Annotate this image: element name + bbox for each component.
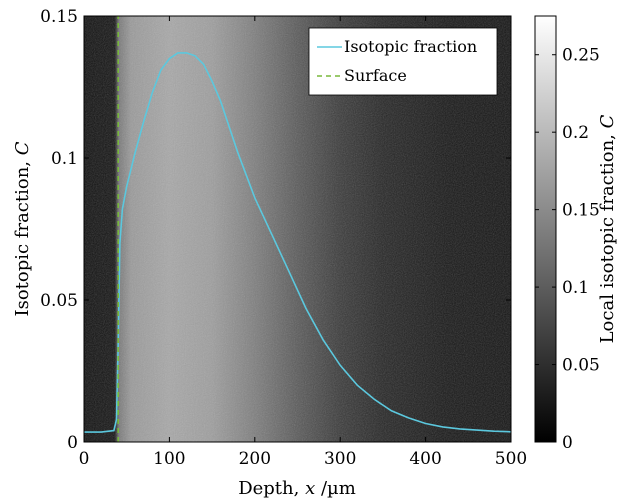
legend-label-isotopic-fraction: Isotopic fraction xyxy=(344,37,477,56)
colorbar-tick-layer: 0 0.05 0.1 0.15 0.2 0.25 xyxy=(535,46,600,453)
colorbar-tick-label: 0.2 xyxy=(562,123,589,143)
x-tick-label: 200 xyxy=(239,449,271,469)
colorbar-tick-label: 0.1 xyxy=(562,278,589,298)
y-tick-label: 0 xyxy=(67,433,78,453)
x-tick-label: 300 xyxy=(324,449,356,469)
colorbar-title: Local isotopic fraction, C xyxy=(597,114,618,343)
colorbar-tick-label: 0 xyxy=(562,433,573,453)
tick-layer: 0 100 200 300 400 500 0 0.05 0.1 0.15 xyxy=(40,7,527,469)
x-tick-label: 400 xyxy=(409,449,441,469)
y-tick-label: 0.05 xyxy=(40,291,78,311)
legend-label-surface: Surface xyxy=(344,66,407,85)
series-line-isotopic-fraction xyxy=(84,52,512,433)
x-tick-label: 0 xyxy=(79,449,90,469)
colorbar-tick-label: 0.05 xyxy=(562,356,600,376)
y-axis-title: Isotopic fraction, C xyxy=(12,141,33,316)
x-tick-label: 500 xyxy=(495,449,527,469)
y-tick-label: 0.1 xyxy=(51,149,78,169)
series-layer xyxy=(84,16,512,442)
plot-frame xyxy=(83,15,512,443)
x-tick-label: 100 xyxy=(153,449,185,469)
y-tick-label: 0.15 xyxy=(40,7,78,27)
x-axis-title: Depth, x /µm xyxy=(238,478,356,499)
colorbar-tick-label: 0.25 xyxy=(562,46,600,66)
legend-box xyxy=(308,27,498,96)
colorbar xyxy=(534,15,557,443)
colorbar-tick-label: 0.15 xyxy=(562,201,600,221)
legend: Isotopic fraction Surface xyxy=(308,27,498,96)
